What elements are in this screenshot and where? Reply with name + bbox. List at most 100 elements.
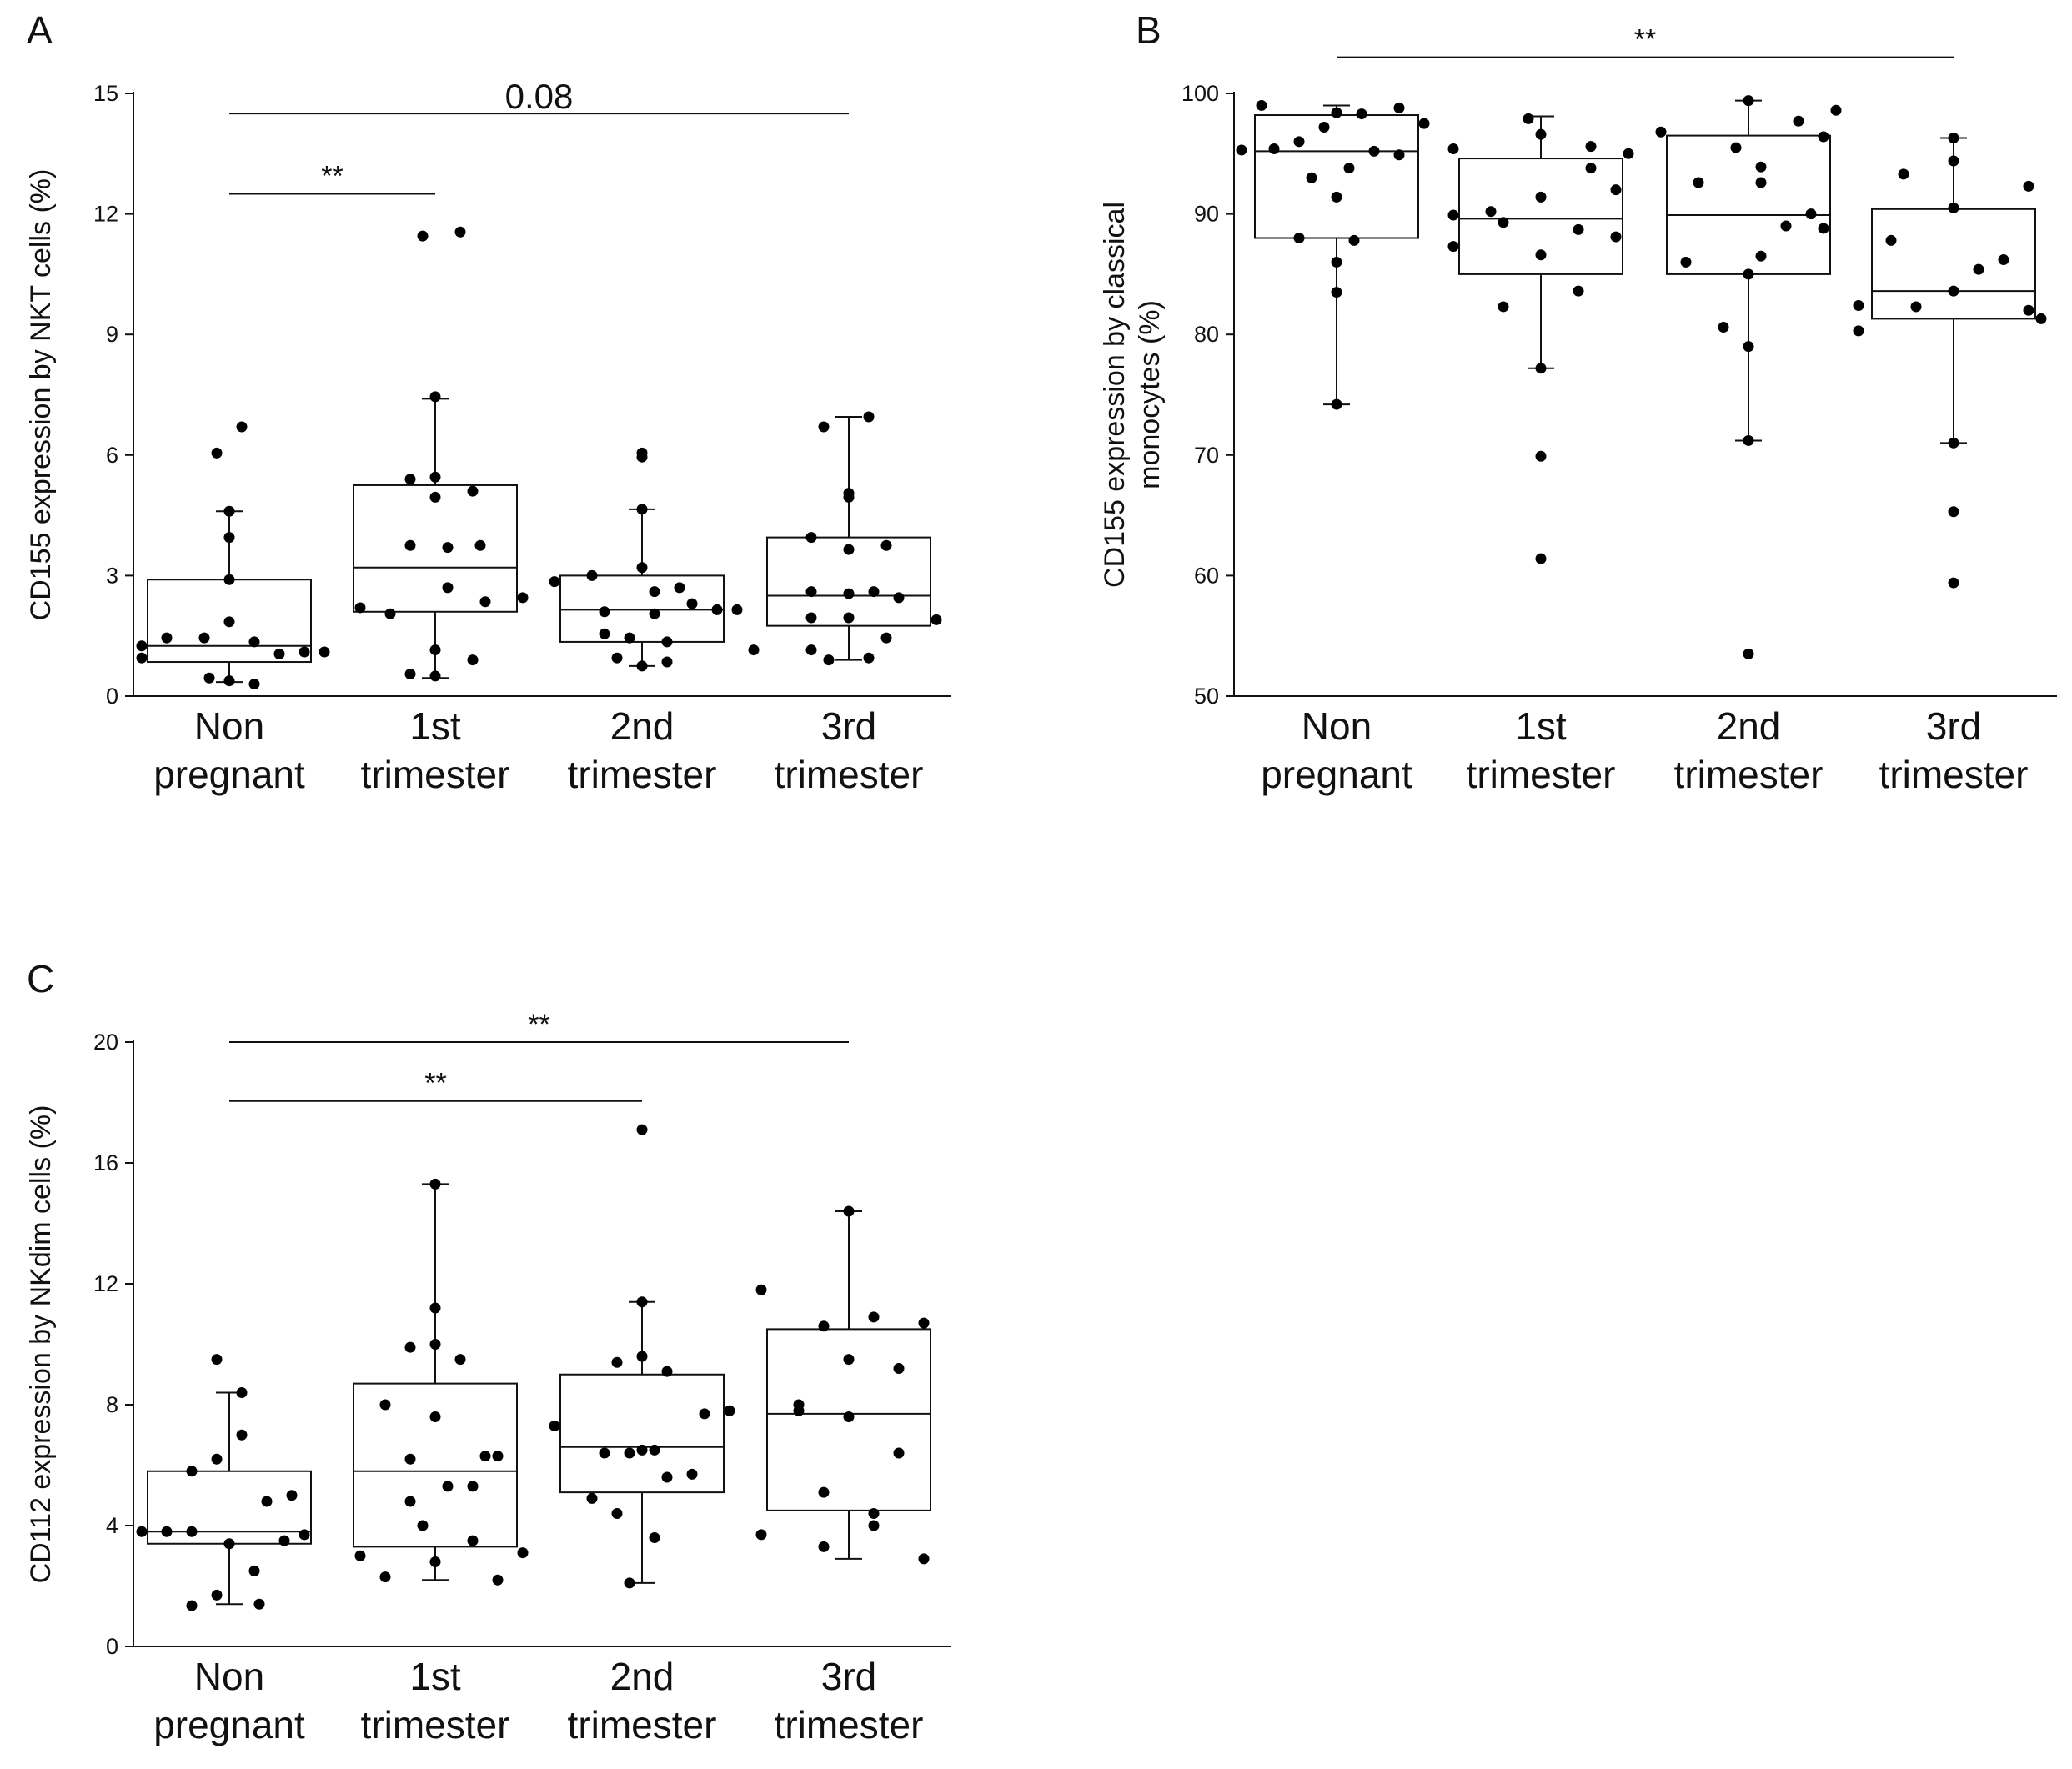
data-point [1793, 115, 1804, 127]
category-label: trimester [775, 1703, 924, 1746]
box-iqr [559, 574, 725, 643]
data-point [429, 491, 441, 503]
data-point [1356, 108, 1367, 120]
data-point [429, 1556, 441, 1567]
data-point [611, 1508, 623, 1519]
data-point [549, 576, 560, 588]
box-group [1458, 115, 1623, 369]
data-point [379, 1399, 391, 1411]
data-point [1447, 241, 1459, 253]
data-point [299, 1529, 310, 1541]
data-point [379, 1571, 391, 1583]
data-point [1680, 256, 1692, 268]
data-point [1998, 254, 2009, 266]
data-point [429, 1411, 441, 1422]
data-point [611, 1356, 623, 1368]
data-point [211, 447, 223, 459]
data-point [1331, 287, 1342, 298]
data-point [818, 1486, 830, 1498]
data-point [186, 1466, 198, 1477]
box-iqr [1458, 158, 1623, 275]
data-point [755, 1529, 767, 1541]
y-tick-label: 12 [93, 1271, 118, 1296]
data-point [661, 1471, 673, 1483]
data-point [1306, 172, 1317, 183]
data-point [805, 532, 817, 544]
data-point [429, 670, 441, 682]
data-point [1743, 648, 1754, 659]
data-point [1535, 249, 1547, 261]
data-point [1447, 209, 1459, 221]
category-label: trimester [568, 1703, 717, 1746]
data-point [1655, 126, 1667, 138]
panel-c-cd112-nkdim: C 0 4 8 12 16 20 CD112 expression by NKdim cell… [25, 957, 951, 1746]
data-point [1573, 285, 1584, 297]
data-point [517, 1547, 529, 1559]
data-point [1948, 506, 1959, 518]
data-point [818, 1541, 830, 1552]
data-point [636, 1296, 648, 1308]
data-point [1910, 301, 1922, 313]
y-tick-label: 3 [106, 563, 118, 588]
data-point [1535, 553, 1547, 564]
data-point [1743, 434, 1754, 446]
significance-label: ** [424, 1068, 446, 1100]
data-point [1948, 437, 1959, 449]
data-point [624, 1447, 635, 1459]
data-point [354, 602, 366, 614]
data-point [863, 411, 875, 423]
y-axis-label-line2: monocytes (%) [1134, 300, 1166, 489]
data-point [868, 1311, 880, 1323]
data-point [1498, 301, 1509, 313]
y-tick-label: 50 [1194, 684, 1219, 709]
y-tick-label: 60 [1194, 563, 1219, 588]
data-point [1393, 102, 1405, 113]
data-point [624, 632, 635, 644]
data-point [1948, 577, 1959, 589]
data-point [1743, 268, 1754, 280]
box-iqr [1871, 208, 2036, 320]
data-point [1485, 206, 1497, 218]
data-point [223, 616, 235, 628]
data-point [686, 598, 698, 609]
data-point [223, 1538, 235, 1550]
data-point [417, 230, 429, 242]
data-point [1585, 163, 1597, 174]
data-point [868, 1520, 880, 1531]
data-point [186, 1526, 198, 1537]
data-point [429, 644, 441, 656]
data-point [236, 421, 248, 433]
data-point [454, 226, 466, 238]
data-point [1948, 133, 1959, 144]
box-iqr [766, 536, 931, 627]
category-label: pregnant [1261, 753, 1412, 796]
box-group [559, 1300, 725, 1584]
data-point [731, 604, 743, 615]
data-point [236, 1429, 248, 1441]
y-tick-label: 20 [93, 1030, 118, 1055]
data-point [1693, 177, 1704, 188]
data-point [1331, 256, 1342, 268]
category-label: 1st [409, 1655, 461, 1698]
data-point [273, 648, 285, 659]
category-label: trimester [1674, 753, 1824, 796]
data-point [278, 1535, 290, 1546]
panel-b-cd155-monocytes: B 50 60 70 80 90 100 CD155 expression by classi… [1099, 8, 2057, 796]
data-point [492, 1574, 504, 1586]
data-point [1898, 168, 1909, 180]
data-point [1853, 299, 1864, 311]
data-point [649, 608, 660, 619]
data-point [1885, 234, 1897, 246]
data-point [253, 1598, 265, 1610]
data-point [429, 1302, 441, 1314]
data-point [818, 1320, 830, 1332]
significance-label: ** [528, 1009, 549, 1040]
data-point [286, 1490, 298, 1501]
data-point [649, 1444, 660, 1456]
data-point [1755, 250, 1767, 262]
data-point [354, 1550, 366, 1561]
data-point [211, 1589, 223, 1601]
data-point [404, 668, 416, 679]
data-point [880, 632, 892, 644]
category-label: trimester [775, 753, 924, 796]
